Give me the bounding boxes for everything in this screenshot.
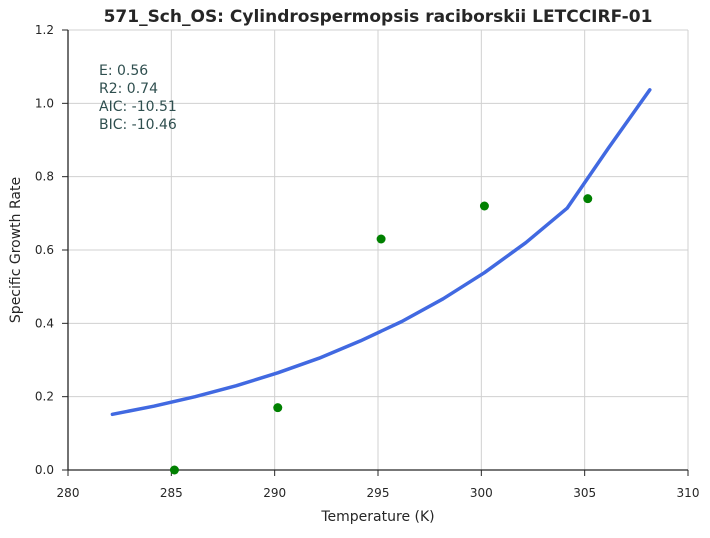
y-tick-label: 0.4 <box>35 316 54 330</box>
y-tick-label: 0.2 <box>35 390 54 404</box>
ticks: 280 285 290 295 300 305 310 0.0 0.2 0.4 0.6 0.8 1.0 1… <box>35 23 700 500</box>
x-tick-label: 300 <box>470 486 493 500</box>
chart-title: 571_Sch_OS: Cylindrospermopsis raciborsk… <box>104 7 653 27</box>
fit-statistic-line: BIC: -10.46 <box>99 117 177 133</box>
x-tick-label: 310 <box>677 486 700 500</box>
fit-curve <box>110 88 652 417</box>
fit-statistic-line: AIC: -10.51 <box>99 99 177 115</box>
y-tick-label: 1.0 <box>35 96 54 110</box>
x-tick-label: 280 <box>57 486 80 500</box>
data-points-layer <box>169 194 593 475</box>
x-axis-label: Temperature (K) <box>320 509 434 525</box>
y-tick-label: 1.2 <box>35 23 54 37</box>
y-tick-label: 0.0 <box>35 463 54 477</box>
fit-statistic-line: R2: 0.74 <box>99 81 158 97</box>
data-point <box>479 201 489 211</box>
y-tick-label: 0.8 <box>35 170 54 184</box>
data-point <box>376 234 386 244</box>
fit-statistic-line: E: 0.56 <box>99 63 148 79</box>
grid <box>67 29 689 471</box>
fit-curve-layer <box>110 88 652 417</box>
y-tick-label: 0.6 <box>35 243 54 257</box>
data-point <box>273 403 283 413</box>
fit-statistics: E: 0.56 R2: 0.74 AIC: -10.51 BIC: -10.46 <box>99 63 177 133</box>
x-tick-label: 290 <box>263 486 286 500</box>
data-point <box>583 194 593 204</box>
x-tick-label: 305 <box>573 486 596 500</box>
x-tick-label: 285 <box>160 486 183 500</box>
x-tick-label: 295 <box>367 486 390 500</box>
y-axis-label: Specific Growth Rate <box>8 177 24 323</box>
data-point <box>169 465 179 475</box>
